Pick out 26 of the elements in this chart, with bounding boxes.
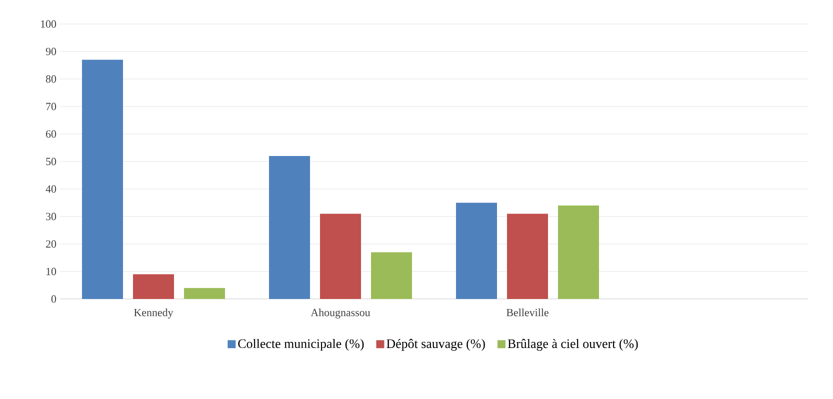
x-tick-label: Kennedy	[134, 308, 174, 318]
legend-label: Brûlage à ciel ouvert (%)	[508, 338, 638, 351]
bar	[82, 60, 123, 299]
bar	[558, 206, 600, 299]
bar	[133, 274, 174, 299]
legend-label: Collecte municipale (%)	[238, 338, 364, 351]
y-tick-label: 20	[46, 240, 56, 248]
y-tick-label: 100	[41, 20, 56, 28]
bar	[184, 288, 226, 299]
bar	[320, 214, 362, 299]
x-tick-label: Ahougnassou	[310, 308, 370, 318]
y-tick-label: 80	[46, 75, 56, 83]
y-tick-label: 40	[46, 185, 56, 193]
legend-label: Dépôt sauvage (%)	[386, 338, 485, 351]
y-tick-label: 90	[46, 48, 56, 56]
y-tick-label: 30	[46, 212, 56, 220]
y-tick-label: 0	[51, 295, 56, 303]
bar	[371, 252, 412, 299]
y-tick-label: 50	[46, 158, 56, 166]
y-tick-label: 10	[46, 268, 56, 276]
y-tick-label: 60	[46, 130, 56, 138]
bar	[507, 214, 548, 299]
x-tick-label: Belleville	[506, 308, 548, 316]
y-tick-label: 70	[46, 102, 56, 110]
bar	[456, 202, 498, 299]
bar	[269, 156, 310, 299]
